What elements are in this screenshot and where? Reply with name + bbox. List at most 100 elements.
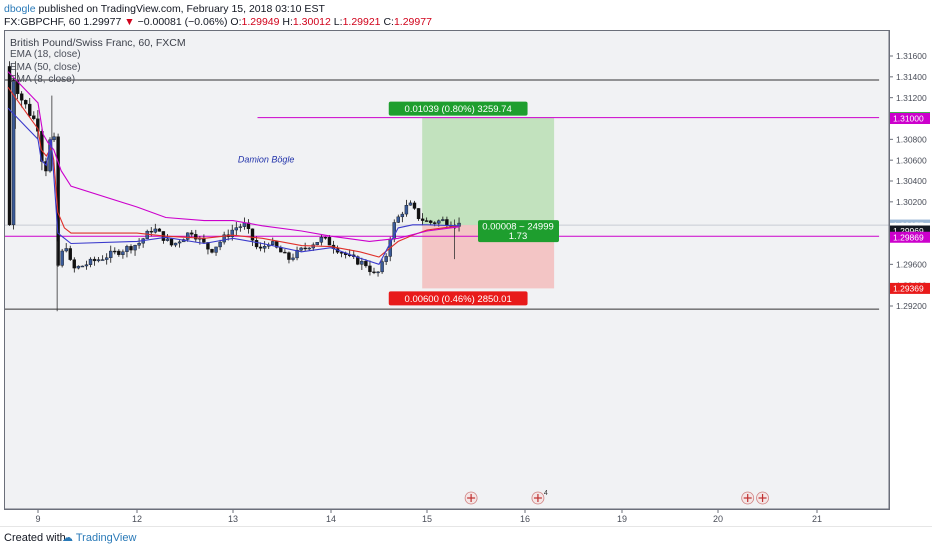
candle[interactable] (104, 253, 109, 265)
time-axis[interactable]: 9 12 13 14 15 16 19 20 21 (5, 508, 889, 524)
candle[interactable] (327, 235, 332, 246)
price-label[interactable]: 1.29969 (890, 225, 930, 237)
candle[interactable] (234, 221, 239, 236)
candle[interactable] (11, 76, 16, 230)
candle[interactable] (28, 97, 32, 118)
price-label[interactable]: 1.29869 (890, 231, 930, 243)
candle[interactable] (222, 231, 226, 245)
candle[interactable] (157, 227, 162, 232)
candle[interactable] (177, 240, 182, 248)
event-flag-icon[interactable] (741, 491, 755, 505)
candle[interactable] (368, 260, 372, 276)
candle[interactable] (400, 211, 405, 223)
candle[interactable] (319, 234, 324, 246)
candle[interactable] (100, 255, 105, 261)
price-tick-label: 1.31400 (896, 72, 927, 82)
candle[interactable] (194, 229, 198, 242)
price-axis[interactable]: 1.31600 1.31400 1.31200 1.31000 1.30800 1.306… (888, 31, 930, 509)
candle[interactable] (380, 258, 384, 274)
author-link[interactable]: dbogle (4, 3, 36, 15)
profit-zone[interactable] (422, 117, 555, 226)
candle[interactable] (287, 251, 291, 264)
legend-ema-50[interactable]: EMA (50, close) (10, 61, 81, 73)
candle[interactable] (262, 241, 267, 253)
candle[interactable] (238, 223, 243, 232)
candle[interactable] (258, 242, 263, 252)
candle[interactable] (291, 253, 295, 262)
candle[interactable] (396, 214, 400, 223)
candle[interactable] (303, 242, 307, 252)
candle[interactable] (141, 237, 145, 248)
candle[interactable] (352, 250, 356, 260)
candle-body (356, 256, 360, 265)
candle[interactable] (113, 247, 117, 255)
candle[interactable] (206, 241, 210, 255)
candle[interactable] (117, 249, 121, 257)
price-label[interactable]: 1.31000 (890, 113, 930, 125)
candle[interactable] (173, 242, 178, 248)
candle[interactable] (121, 249, 125, 259)
candle[interactable] (424, 217, 429, 222)
candle[interactable] (169, 238, 174, 247)
candle[interactable] (15, 72, 20, 100)
event-flag-icon[interactable] (756, 491, 769, 505)
candle[interactable] (80, 265, 85, 268)
ema-line-1[interactable] (7, 71, 460, 242)
candle[interactable] (96, 257, 101, 263)
candle[interactable] (267, 242, 271, 249)
candle[interactable] (441, 216, 445, 222)
ema-line-2[interactable] (7, 107, 460, 265)
candle[interactable] (214, 246, 218, 256)
candle[interactable] (190, 230, 194, 237)
legend-ema-18[interactable]: EMA (18, close) (10, 49, 81, 61)
candle[interactable] (44, 157, 48, 177)
candle[interactable] (137, 238, 141, 249)
candle[interactable] (384, 253, 388, 265)
candle[interactable] (210, 248, 214, 254)
time-tick-label: 19 (617, 514, 627, 524)
candle[interactable] (279, 245, 283, 253)
candle[interactable] (295, 246, 299, 261)
candle[interactable] (125, 244, 129, 258)
candle[interactable] (416, 208, 421, 221)
candle[interactable] (283, 249, 287, 254)
event-flag-icon[interactable]: 4 (531, 490, 548, 505)
tradingview-logo[interactable]: ☁ TradingView (62, 531, 136, 544)
candle[interactable] (129, 244, 133, 254)
candle-body (404, 205, 409, 215)
candle[interactable] (372, 267, 376, 275)
candle[interactable] (24, 99, 28, 109)
candle[interactable] (412, 200, 417, 210)
event-flag-icon[interactable] (464, 491, 478, 505)
candle[interactable] (68, 245, 72, 262)
candle[interactable] (153, 223, 158, 234)
candle[interactable] (360, 257, 364, 270)
candle[interactable] (88, 257, 93, 268)
candle[interactable] (218, 239, 222, 251)
candle[interactable] (52, 132, 56, 142)
legend-ema-8[interactable]: EMA (8, close) (10, 74, 76, 86)
candle-body (299, 247, 303, 251)
candle[interactable] (323, 236, 328, 240)
candle[interactable] (242, 217, 247, 230)
candle[interactable] (64, 243, 68, 253)
price-chart[interactable]: Damion Bögle 0.01039 (0.80%) 3259.74 0.006… (0, 0, 932, 526)
candle[interactable] (109, 245, 113, 263)
candle[interactable] (76, 265, 81, 270)
candle[interactable] (376, 271, 380, 277)
candle[interactable] (60, 248, 64, 268)
candle[interactable] (246, 219, 251, 234)
candle[interactable] (92, 256, 97, 266)
candle[interactable] (84, 260, 89, 270)
candle-body (190, 232, 194, 235)
candle[interactable] (408, 200, 413, 206)
candle[interactable] (420, 213, 425, 226)
candle[interactable] (315, 242, 319, 246)
candle[interactable] (133, 244, 137, 256)
price-label[interactable]: 1.29369 (890, 282, 930, 294)
candle[interactable] (271, 237, 275, 246)
candle[interactable] (404, 199, 409, 217)
candle[interactable] (72, 257, 77, 273)
candle[interactable] (32, 111, 36, 121)
candle[interactable] (19, 91, 24, 108)
